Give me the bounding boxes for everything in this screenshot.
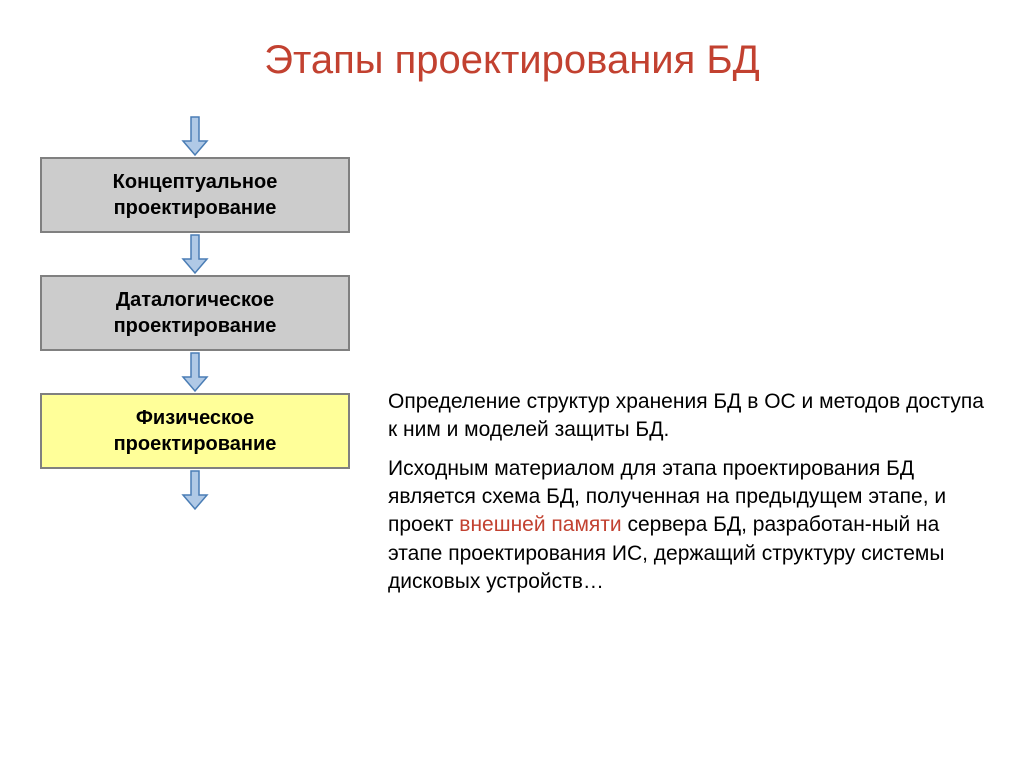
para2-highlight: внешней памяти [459, 513, 621, 536]
description-block: Определение структур хранения БД в ОС и … [388, 388, 988, 606]
flowchart-box-2: Даталогическоепроектирование [40, 275, 350, 351]
arrow-3 [181, 351, 209, 393]
arrow-4 [181, 469, 209, 511]
description-para-1: Определение структур хранения БД в ОС и … [388, 388, 988, 445]
flowchart-container: Концептуальноепроектирование Даталогичес… [40, 115, 350, 511]
page-title: Этапы проектирования БД [0, 0, 1024, 83]
description-para-2: Исходным материалом для этапа проектиров… [388, 455, 988, 597]
flowchart-box-3: Физическоепроектирование [40, 393, 350, 469]
arrow-1 [181, 115, 209, 157]
flowchart-box-1: Концептуальноепроектирование [40, 157, 350, 233]
arrow-2 [181, 233, 209, 275]
